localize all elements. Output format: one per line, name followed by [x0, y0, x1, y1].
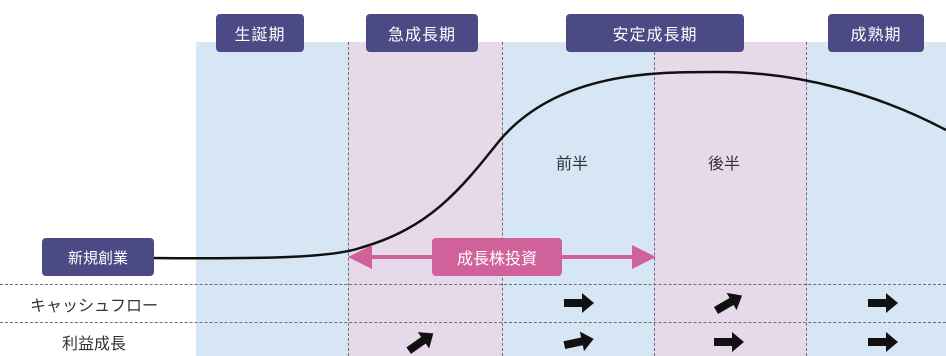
band-rapid-growth [348, 42, 502, 356]
growth-stock-investment-label: 成長株投資 [432, 238, 562, 276]
divider-row-top [0, 284, 946, 285]
cash-flow-right-arrow-icon [868, 293, 898, 313]
divider-row-middle [0, 322, 946, 323]
row-label-profit-growth: 利益成長 [61, 334, 126, 353]
sub-phase-second-half: 後半 [708, 154, 741, 173]
profit-growth-right-arrow-icon [714, 332, 744, 352]
cash-flow-right-arrow-icon [564, 293, 594, 313]
growth-curve [149, 70, 946, 260]
band-birth [196, 42, 348, 356]
divider-stable-maturity [806, 42, 807, 356]
investment-arrowhead-right [632, 245, 656, 269]
divider-rapid-stable [502, 42, 503, 356]
phase-birth-label: 生誕期 [216, 14, 304, 52]
phase-stable-growth-label: 安定成長期 [566, 14, 744, 52]
investment-arrowhead-left [348, 245, 372, 269]
row-label-cash-flow: キャッシュフロー [29, 296, 158, 315]
new-startup-label: 新規創業 [42, 238, 154, 276]
sub-phase-first-half: 前半 [556, 154, 589, 173]
profit-growth-up-right-arrow-icon [406, 332, 434, 354]
divider-birth-rapid [348, 42, 349, 356]
profit-growth-right-arrow-icon [563, 331, 594, 352]
phase-rapid-growth-label: 急成長期 [366, 14, 478, 52]
profit-growth-right-arrow-icon [868, 332, 898, 352]
cash-flow-up-right-arrow-icon [714, 292, 742, 314]
divider-stable-halves [654, 42, 655, 356]
phase-maturity-label: 成熟期 [828, 14, 924, 52]
